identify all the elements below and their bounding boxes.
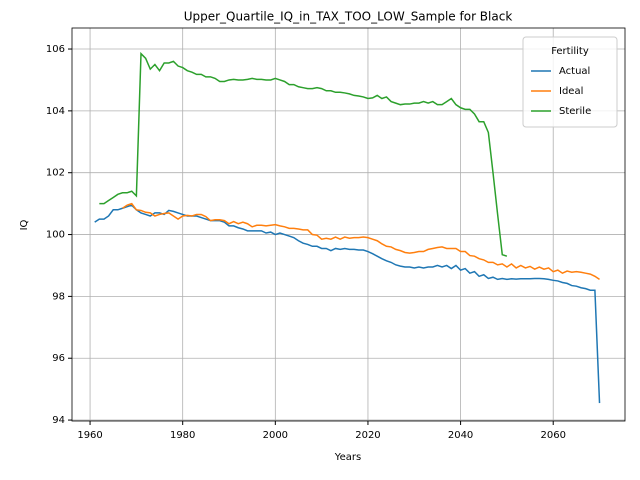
x-tick-label: 1960 (77, 430, 102, 441)
legend-label: Sterile (559, 106, 591, 117)
y-tick-label: 106 (46, 44, 65, 55)
chart-title: Upper_Quartile_IQ_in_TAX_TOO_LOW_Sample … (184, 10, 513, 24)
legend-label: Ideal (559, 86, 583, 97)
x-tick-label: 2040 (448, 430, 473, 441)
x-tick-label: 1980 (170, 430, 195, 441)
y-tick-label: 96 (52, 353, 65, 364)
legend-title: Fertility (551, 46, 589, 57)
series-line (99, 51, 508, 257)
series-line (94, 204, 601, 404)
legend-label: Actual (559, 66, 590, 77)
y-tick-label: 104 (46, 106, 65, 117)
x-tick-label: 2020 (355, 430, 380, 441)
x-tick-label: 2060 (540, 430, 565, 441)
y-tick-label: 102 (46, 168, 65, 179)
plot-frame (71, 27, 626, 422)
y-tick-label: 98 (52, 291, 65, 302)
x-axis-label: Years (334, 452, 361, 463)
series-line (122, 202, 600, 281)
y-tick-label: 100 (46, 230, 65, 241)
y-axis-label: IQ (19, 219, 30, 230)
legend-box (522, 36, 618, 128)
y-tick-label: 94 (52, 415, 65, 426)
x-tick-label: 2000 (263, 430, 288, 441)
